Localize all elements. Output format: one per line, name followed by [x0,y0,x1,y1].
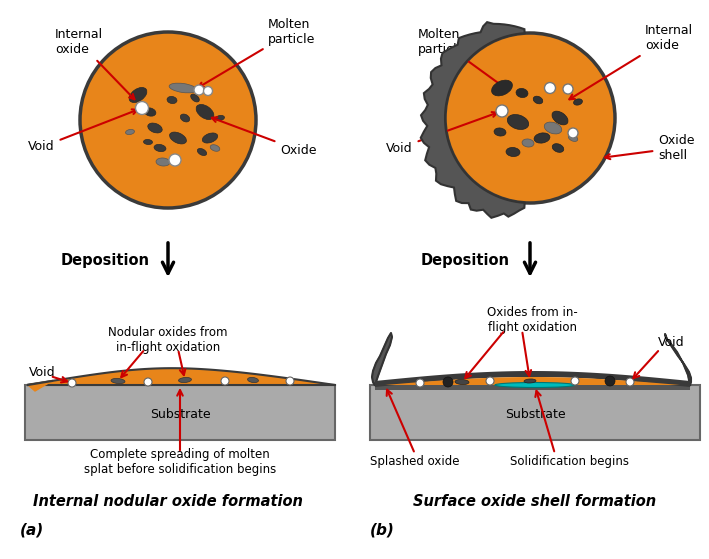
Text: Void: Void [28,110,138,154]
Text: Deposition: Deposition [420,253,510,268]
Ellipse shape [111,378,125,383]
Text: Internal nodular oxide formation: Internal nodular oxide formation [33,495,303,509]
Ellipse shape [569,135,578,141]
Circle shape [563,84,573,94]
Ellipse shape [167,97,177,103]
Ellipse shape [156,158,170,166]
Ellipse shape [154,144,166,151]
Circle shape [221,377,229,385]
Text: Nodular oxides from
in-flight oxidation: Nodular oxides from in-flight oxidation [108,326,228,354]
Circle shape [144,378,152,386]
Text: Oxide: Oxide [212,117,316,157]
Bar [370,385,700,440]
Text: Substrate: Substrate [150,408,211,420]
Circle shape [286,377,294,385]
Bar [25,385,335,440]
Circle shape [80,32,256,208]
Polygon shape [372,333,392,385]
Ellipse shape [202,133,218,143]
Circle shape [545,83,555,93]
Ellipse shape [143,140,152,145]
Ellipse shape [491,80,513,96]
Ellipse shape [179,377,191,382]
Polygon shape [375,371,690,387]
Ellipse shape [533,96,543,104]
Ellipse shape [191,94,199,102]
Text: Surface oxide shell formation: Surface oxide shell formation [413,495,657,509]
Circle shape [203,87,213,96]
Ellipse shape [247,377,259,382]
Ellipse shape [534,133,550,143]
Polygon shape [385,377,680,385]
Circle shape [445,33,615,203]
Ellipse shape [574,99,582,105]
Ellipse shape [125,130,135,135]
Text: Molten
particle: Molten particle [418,28,508,90]
Ellipse shape [169,132,186,144]
Circle shape [169,154,181,166]
Text: Substrate: Substrate [505,408,565,420]
Text: Internal
oxide: Internal oxide [569,24,693,100]
Circle shape [135,102,148,115]
Ellipse shape [129,87,147,102]
Text: Complete spreading of molten
splat before solidification begins: Complete spreading of molten splat befor… [84,448,276,476]
Ellipse shape [524,379,536,383]
Circle shape [568,128,578,138]
Ellipse shape [516,88,528,98]
Text: Void: Void [28,366,55,378]
Text: Molten
particle: Molten particle [199,18,316,87]
Ellipse shape [455,380,469,385]
Circle shape [194,85,204,95]
Ellipse shape [552,111,568,125]
Text: Deposition: Deposition [60,253,150,268]
Text: Oxide
shell: Oxide shell [605,134,695,162]
Polygon shape [375,379,690,390]
Text: Solidification begins: Solidification begins [510,456,630,468]
Circle shape [626,378,634,386]
Ellipse shape [147,123,162,133]
Ellipse shape [216,115,225,121]
Ellipse shape [506,148,520,157]
Polygon shape [665,334,691,385]
Ellipse shape [180,114,190,122]
Text: Internal
oxide: Internal oxide [55,28,135,100]
Ellipse shape [144,108,156,116]
Circle shape [571,377,579,385]
Circle shape [443,377,453,387]
Text: Void: Void [658,337,685,349]
Circle shape [486,377,494,385]
Ellipse shape [197,149,206,155]
Ellipse shape [494,128,506,136]
Text: Splashed oxide: Splashed oxide [370,456,459,468]
Ellipse shape [210,145,220,151]
Circle shape [68,379,76,387]
Ellipse shape [545,122,562,134]
Text: Oxides from in-
flight oxidation: Oxides from in- flight oxidation [486,306,577,334]
Ellipse shape [169,83,197,93]
Polygon shape [28,368,335,385]
Ellipse shape [196,105,214,120]
Polygon shape [28,381,52,391]
Ellipse shape [552,144,564,153]
Text: (b): (b) [370,523,395,538]
Polygon shape [420,22,525,218]
Ellipse shape [508,115,529,130]
Circle shape [416,379,424,387]
Circle shape [605,376,615,386]
Text: (a): (a) [20,523,44,538]
Circle shape [496,105,508,117]
Text: Void: Void [386,112,497,154]
Ellipse shape [495,382,575,387]
Ellipse shape [522,139,534,147]
